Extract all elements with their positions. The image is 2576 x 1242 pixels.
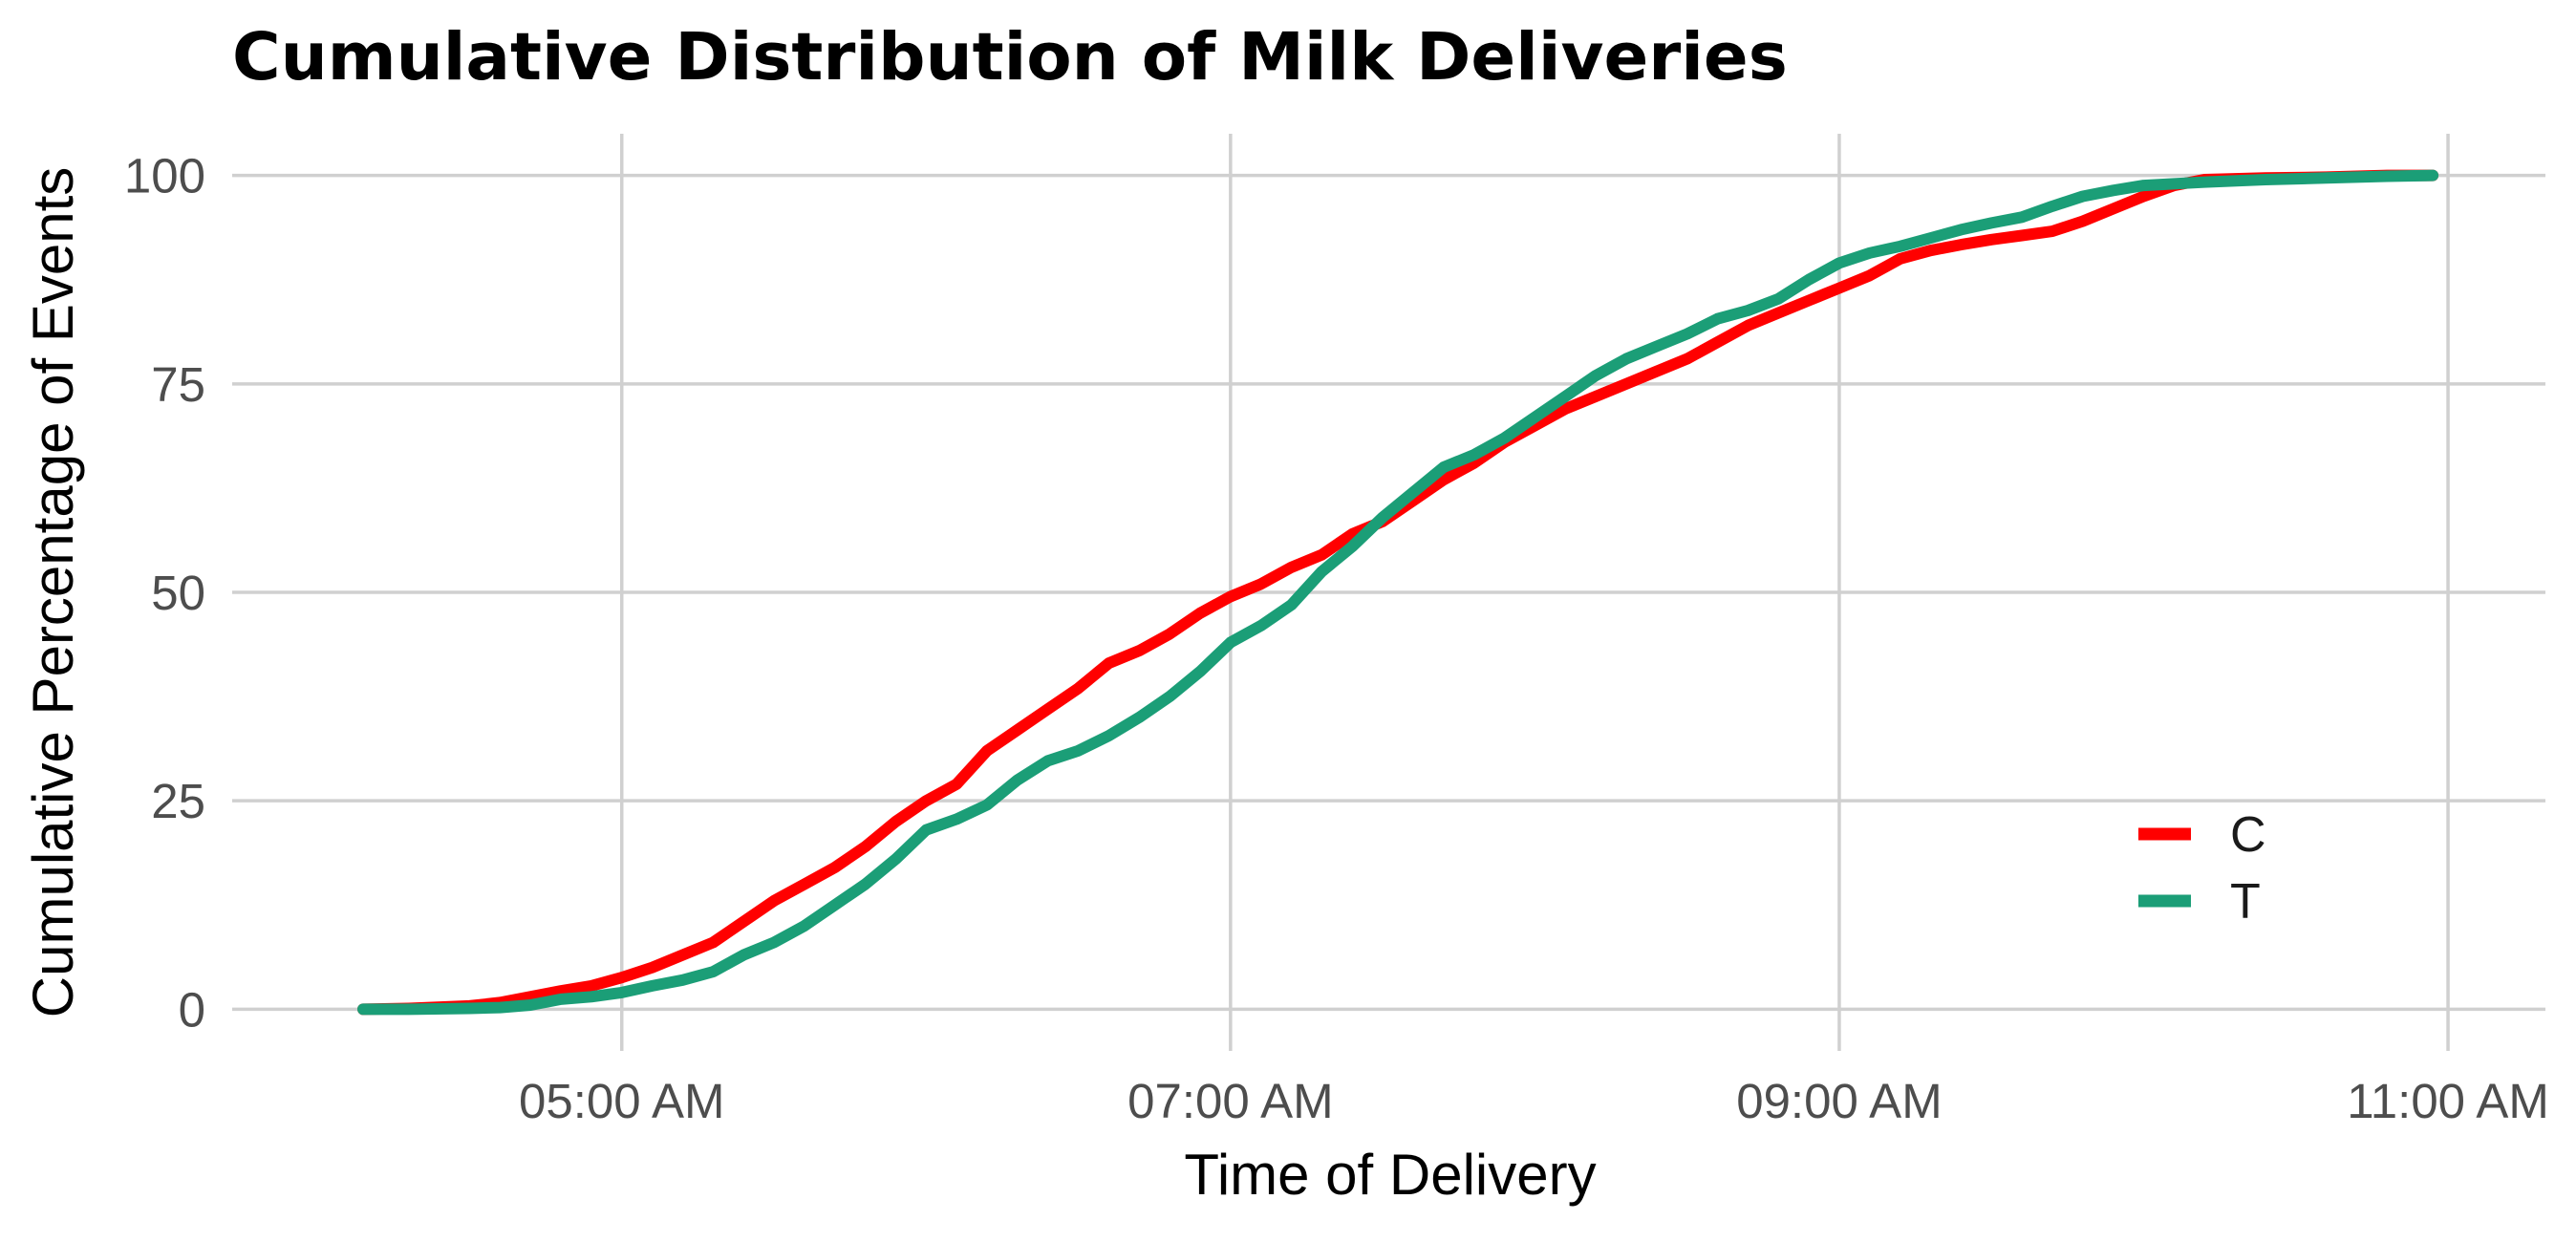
y-tick-label: 0 <box>179 982 205 1037</box>
x-axis-title: Time of Delivery <box>1184 1143 1596 1207</box>
y-tick-label: 100 <box>124 149 205 203</box>
x-tick-label: 11:00 AM <box>2347 1074 2549 1128</box>
y-axis-title: Cumulative Percentage of Events <box>21 167 85 1017</box>
y-axis: 0 25 50 75 100 <box>124 149 205 1038</box>
grid <box>232 134 2545 1051</box>
y-tick-label: 50 <box>151 566 205 620</box>
x-tick-label: 05:00 AM <box>519 1074 724 1128</box>
y-tick-label: 25 <box>151 774 205 828</box>
legend-label-C: C <box>2230 807 2266 863</box>
legend: CT <box>2138 807 2266 930</box>
x-tick-label: 07:00 AM <box>1127 1074 1333 1128</box>
legend-label-T: T <box>2230 874 2261 930</box>
x-axis: 05:00 AM 07:00 AM 09:00 AM 11:00 AM <box>519 1074 2549 1128</box>
chart-title: Cumulative Distribution of Milk Deliveri… <box>232 19 1788 96</box>
x-tick-label: 09:00 AM <box>1736 1074 1942 1128</box>
y-tick-label: 75 <box>151 357 205 412</box>
series-line-T <box>357 169 2439 1016</box>
series-lines <box>357 169 2439 1016</box>
